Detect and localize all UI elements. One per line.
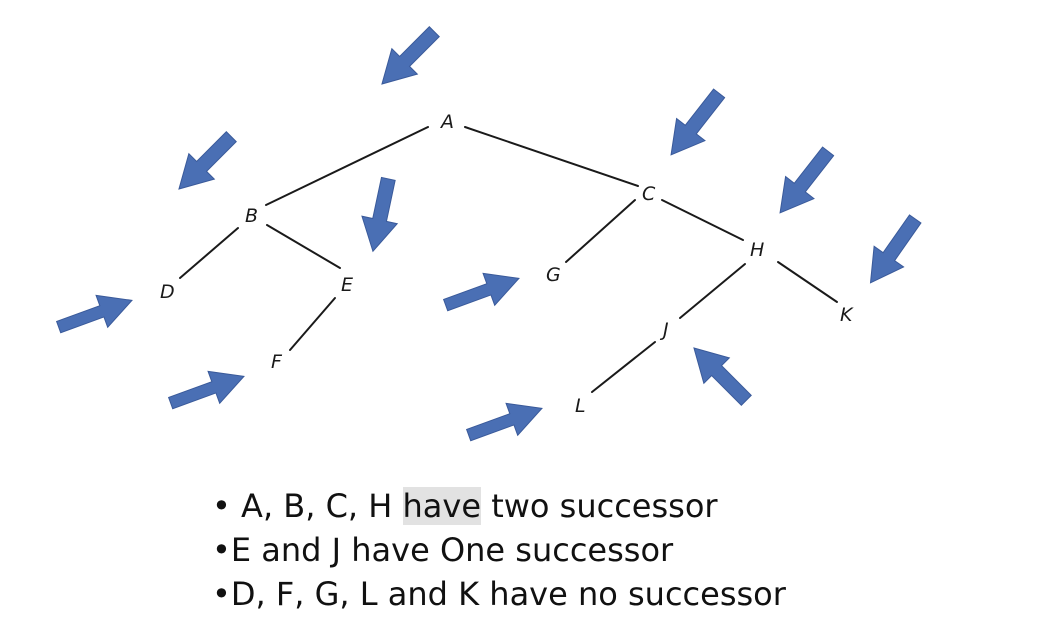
edge-c-h [661,199,744,241]
node-j: J [659,319,669,341]
bullet-marker: • [212,487,242,525]
bullet-one-successor: •E and J have One successor [212,531,674,569]
bullet-two-successors-nodes: A, B, C, H [241,487,403,525]
edge-a-c [464,126,639,187]
arrow-icon-g [442,272,520,312]
tree-nodes: A B C D E F G H J K L [160,111,854,417]
arrow-icon-j [693,347,752,406]
edge-j-l [591,341,656,393]
node-a: A [439,111,454,133]
node-k: K [840,304,854,326]
edge-h-j [679,263,746,319]
edge-b-d [179,227,239,279]
node-l: L [575,395,586,417]
edge-b-e [266,224,341,269]
pointer-arrows [55,26,922,442]
edge-a-b [265,126,429,206]
arrow-icon-h [779,146,835,214]
bullet-two-successors-rest: two successor [481,487,718,525]
node-c: C [642,183,656,205]
bullet-no-successor: •D, F, G, L and K have no successor [212,575,786,613]
node-h: H [750,239,764,261]
edge-h-k [777,261,838,303]
arrow-icon-b [178,131,237,190]
arrow-icon-a [381,26,440,85]
edge-e-f [289,297,336,351]
node-e: E [341,274,353,296]
successor-summary: • A, B, C, H have two successor •E and J… [212,484,1012,616]
arrow-icon-k [869,214,922,284]
arrow-icon-f [167,370,245,410]
arrow-icon-e [361,176,399,253]
node-d: D [160,281,175,303]
node-g: G [546,264,561,286]
edge-c-g [565,199,636,263]
tree-diagram: A B C D E F G H J K L [55,26,922,442]
arrow-icon-c [670,88,726,156]
node-f: F [271,351,283,373]
arrow-icon-d [55,294,133,334]
highlighted-word: have [402,487,482,525]
bullet-two-successors: • A, B, C, H have two successor [212,484,1012,528]
node-b: B [245,205,258,227]
tree-edges [179,126,838,393]
arrow-icon-l [465,402,543,442]
